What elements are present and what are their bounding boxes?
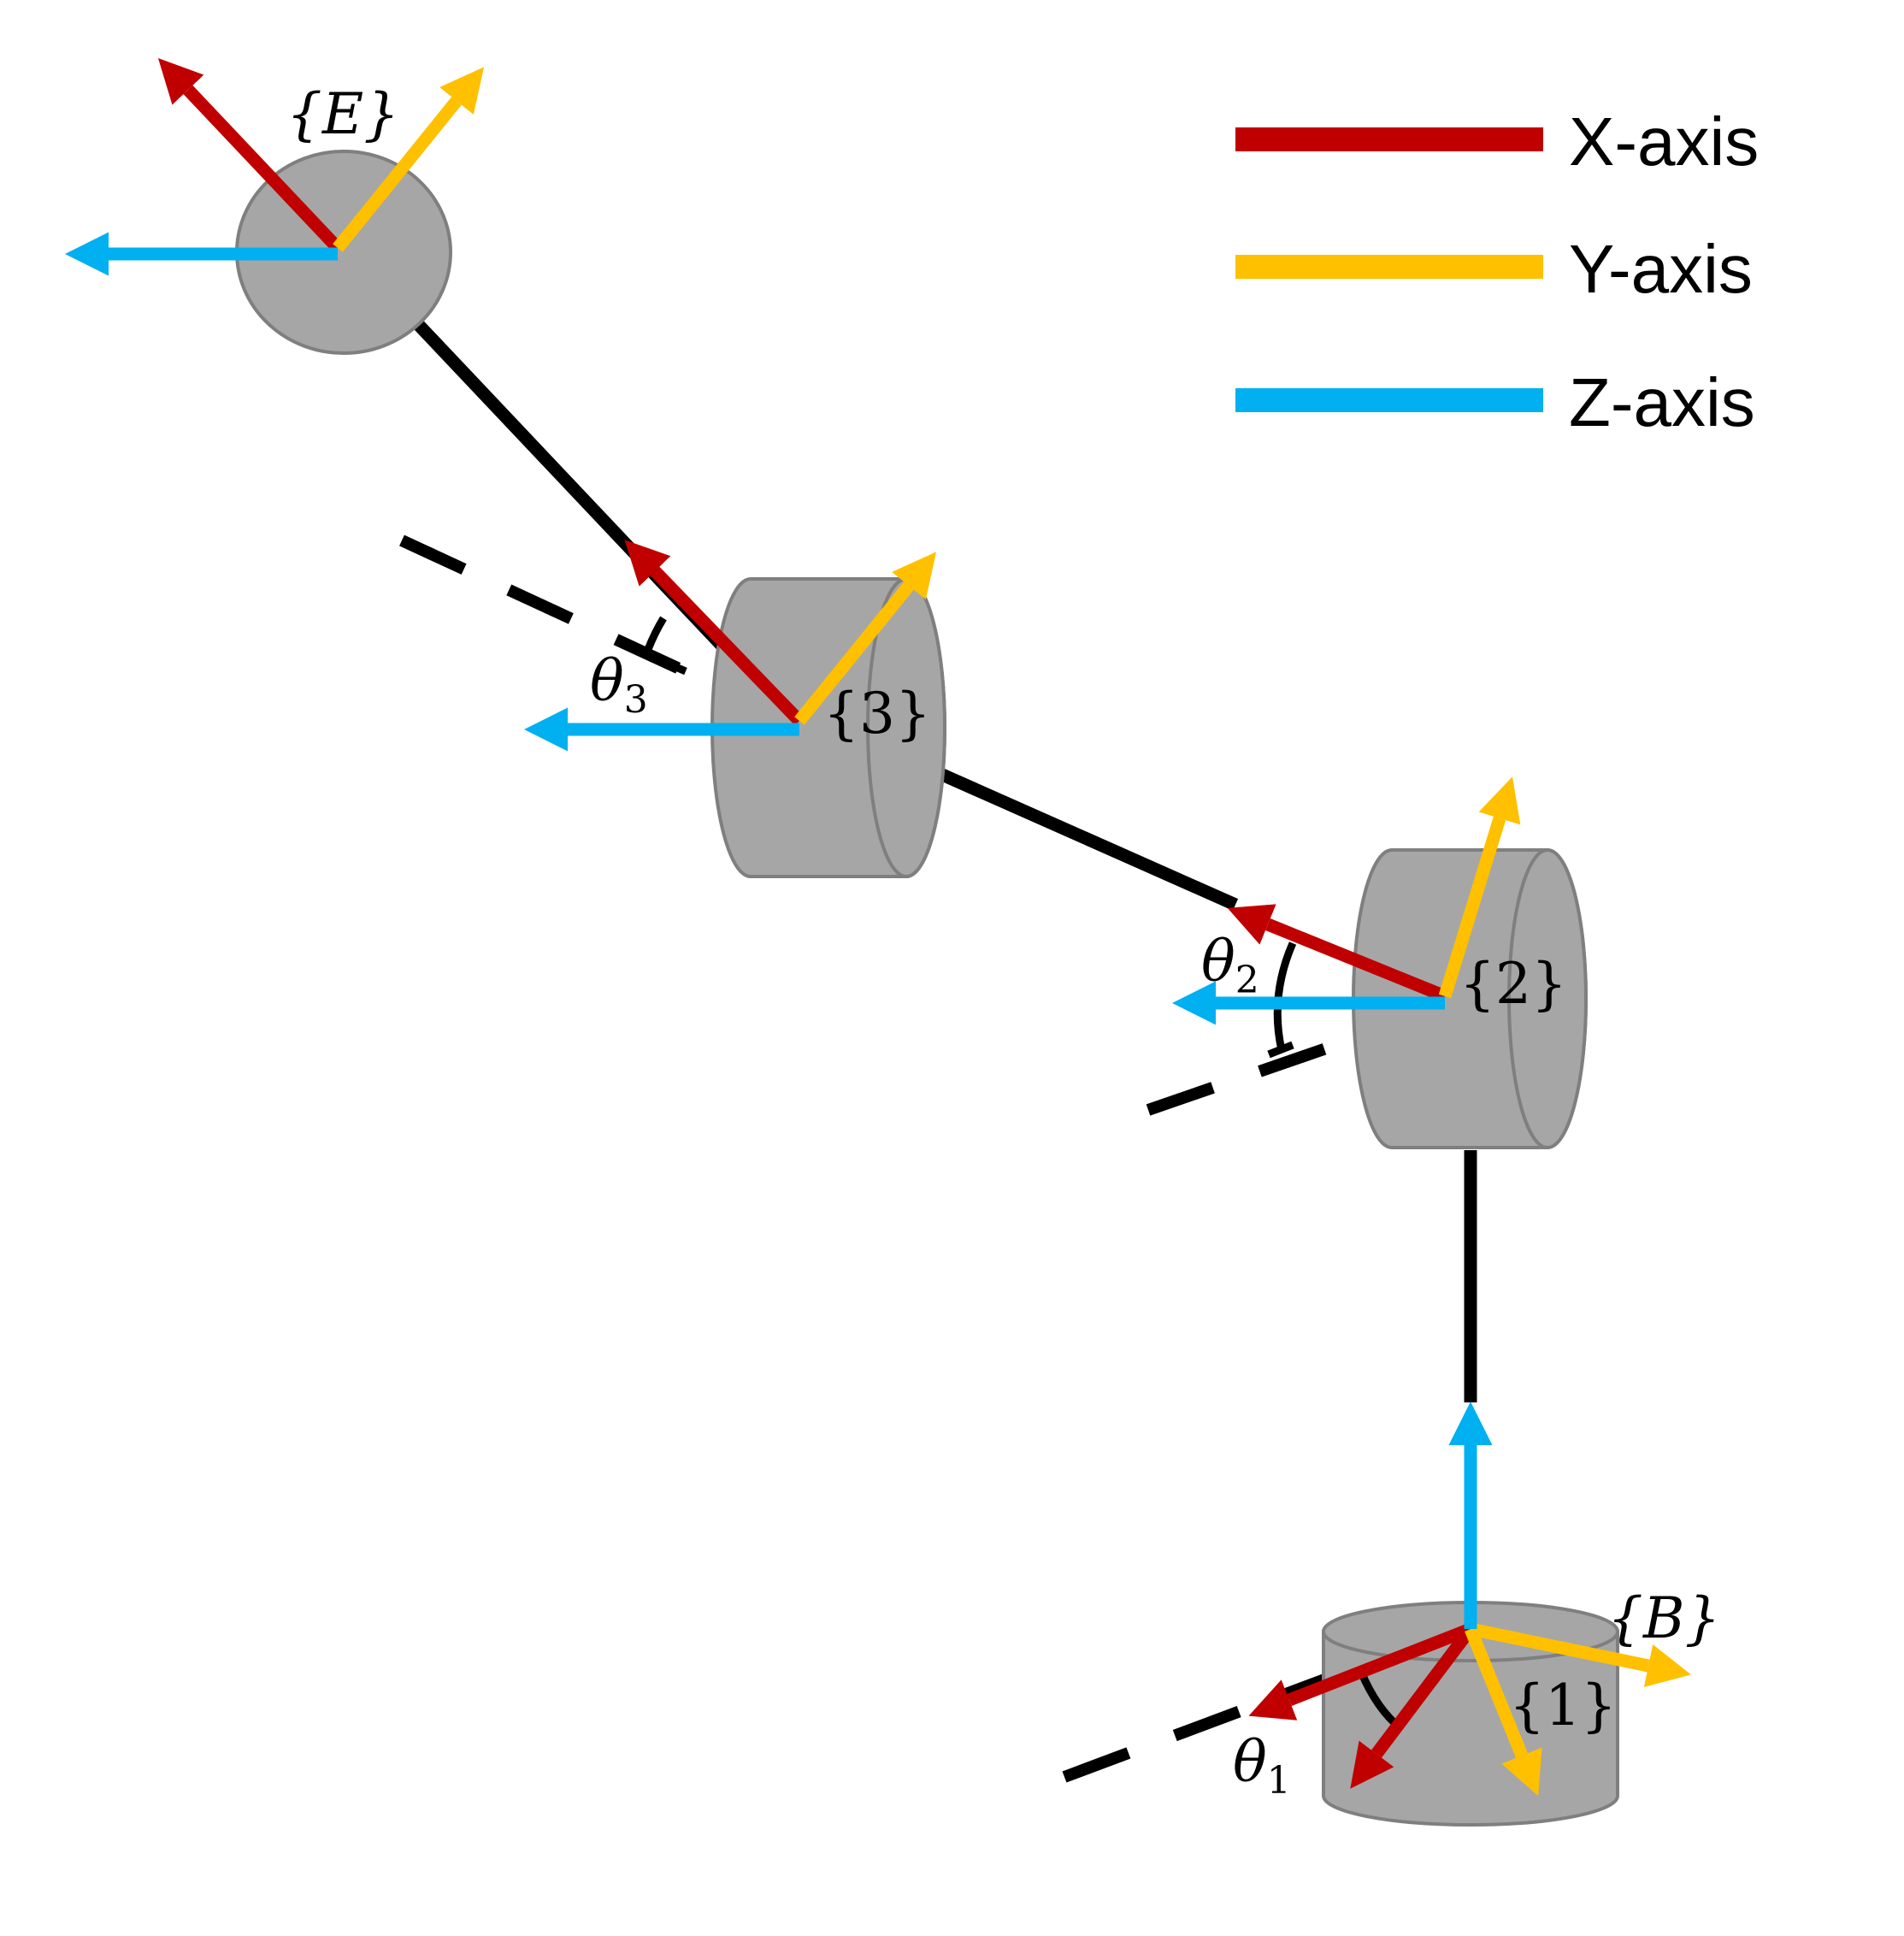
angle-labels: θ3 θ2 θ1 [590, 648, 1291, 1803]
frame-2-label: {2} [1459, 951, 1567, 1017]
frame-1-x-axis [1350, 1625, 1476, 1789]
frame-b-y-axis [1469, 1622, 1691, 1687]
frame-e-x-axis [157, 57, 343, 253]
frame-3-label: {3} [823, 681, 931, 747]
legend-item-z-axis: Z-axis [1235, 364, 1755, 440]
legend-item-y-axis: Y-axis [1235, 231, 1753, 307]
theta3-label: θ3 [590, 648, 648, 722]
joint2-end-cap [1507, 848, 1588, 1149]
theta1-label: θ1 [1233, 1729, 1291, 1803]
frame-e-label: {E} [286, 81, 399, 147]
frame-2-y-axis [1438, 776, 1521, 999]
theta1-reference-line [1062, 1670, 1336, 1783]
frame-1-y-axis [1465, 1626, 1542, 1797]
frame-2-x-axis [1227, 904, 1447, 1002]
theta2-arc [1273, 941, 1297, 1051]
frame-b-x-axis [1248, 1623, 1473, 1721]
links [410, 316, 1477, 1402]
legend-label-y-axis: Y-axis [1569, 231, 1753, 307]
theta3-arc-tick [632, 645, 687, 676]
legend: X-axis Y-axis Z-axis [1235, 103, 1759, 440]
frame-b-label: {B} [1607, 1585, 1720, 1651]
link-3-to-2 [937, 768, 1239, 911]
legend-label-x-axis: X-axis [1569, 103, 1759, 180]
frame-3-y-axis [794, 552, 937, 725]
frame-e-y-axis [333, 67, 485, 252]
legend-label-z-axis: Z-axis [1569, 364, 1755, 440]
base-body [1322, 1630, 1619, 1827]
frame-1-label: {1} [1509, 1673, 1617, 1738]
legend-item-x-axis: X-axis [1235, 103, 1759, 180]
theta2-arc-tick [1267, 1041, 1294, 1059]
frame-labels: {E} {3} {2} {B} {1} [286, 81, 1720, 1738]
joint2-cylinder [1352, 848, 1588, 1149]
theta2-label: θ2 [1201, 929, 1259, 1002]
frame-3-x-axis [624, 540, 805, 726]
theta3-reference-line [399, 534, 776, 718]
theta3-arc [643, 616, 667, 653]
frame-axes [64, 57, 1691, 1797]
